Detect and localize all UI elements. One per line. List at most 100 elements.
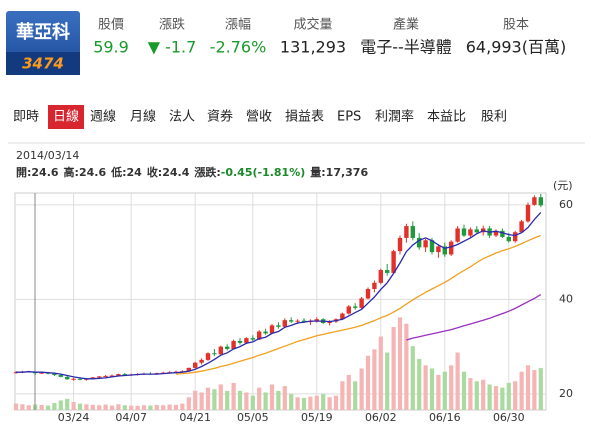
tab[interactable]: 資券	[207, 109, 233, 125]
stat-label: 漲幅	[225, 18, 251, 33]
stat-value: 64,993(百萬)	[466, 38, 566, 57]
candle-body	[436, 246, 441, 253]
unit-label: (元)	[553, 179, 573, 192]
x-tick-label: 06/30	[493, 411, 525, 424]
volume-bar	[353, 381, 358, 410]
candle-body	[276, 325, 281, 327]
volume-bar	[308, 396, 313, 410]
x-tick-label: 05/19	[301, 411, 333, 424]
stock-code: 3474	[22, 55, 64, 73]
volume-bar	[45, 405, 51, 410]
volume-bar	[417, 358, 422, 410]
volume-bar	[423, 365, 428, 410]
stat-label: 股價	[98, 18, 124, 33]
info-value: 24.4	[162, 166, 189, 179]
volume-bar	[289, 394, 294, 410]
volume-bar	[333, 395, 339, 410]
volume-bar	[90, 404, 95, 410]
volume-bar	[129, 405, 134, 410]
volume-bar	[167, 404, 172, 410]
tab[interactable]: EPS	[337, 110, 361, 125]
volume-bar	[532, 370, 537, 410]
volume-bar	[97, 405, 102, 410]
stock-name: 華亞科	[16, 21, 70, 43]
volume-bar	[321, 394, 326, 410]
volume-bar	[372, 349, 377, 410]
candle-body	[493, 230, 499, 236]
candle-body	[538, 197, 543, 206]
volume-bar	[161, 405, 166, 410]
volume-bar	[218, 384, 223, 410]
candle-body	[327, 321, 332, 324]
candle-body	[39, 372, 44, 374]
candle-body	[378, 270, 383, 283]
moving-average-line	[16, 211, 542, 380]
x-tick-label: 06/16	[429, 411, 461, 424]
candle-body	[468, 229, 473, 236]
tab[interactable]: 損益表	[285, 110, 324, 125]
volume-bar	[487, 384, 492, 410]
volume-bar	[237, 390, 243, 410]
volume-bar	[500, 387, 505, 410]
volume-bar	[103, 404, 108, 410]
volume-bar	[404, 323, 409, 410]
y-tick-label: 60	[559, 198, 573, 211]
volume-bar	[474, 381, 479, 410]
tab[interactable]: 股利	[481, 110, 507, 125]
candle-body	[417, 237, 422, 248]
volume-bar	[513, 381, 518, 410]
volume-bar	[397, 317, 403, 410]
candle-body	[237, 340, 243, 343]
volume-bar	[231, 382, 236, 410]
candle-body	[65, 376, 70, 380]
volume-bar	[148, 405, 153, 410]
volume-bar	[199, 392, 204, 410]
volume-bar	[327, 397, 332, 410]
x-tick-label: 03/24	[58, 411, 90, 424]
volume-bar	[391, 326, 396, 410]
volume-bar	[20, 404, 25, 410]
info-value: 17,376	[326, 166, 369, 179]
volume-bar	[436, 374, 441, 410]
tab[interactable]: 即時	[13, 110, 39, 125]
info-label: 漲跌:	[194, 165, 220, 179]
candle-body	[282, 320, 287, 327]
candle-body	[77, 378, 83, 380]
candle-body	[353, 306, 358, 308]
x-tick-label: 04/21	[179, 411, 211, 424]
volume-bar	[244, 392, 249, 410]
candle-body	[186, 367, 191, 372]
candle-body	[346, 306, 351, 314]
info-label: 開:	[16, 166, 31, 179]
volume-bar	[26, 405, 31, 410]
volume-bar	[65, 398, 70, 410]
volume-bar	[346, 374, 351, 410]
volume-bar	[186, 397, 191, 410]
candle-body	[90, 377, 95, 379]
tab[interactable]: 月線	[130, 109, 156, 125]
tab[interactable]: 本益比	[427, 110, 466, 125]
candle-body	[250, 338, 255, 340]
tab[interactable]: 週線	[90, 109, 116, 125]
volume-bar	[269, 384, 275, 410]
volume-bar	[506, 382, 511, 410]
volume-bar	[77, 403, 83, 410]
tab[interactable]: 營收	[246, 110, 272, 125]
volume-bar	[276, 390, 281, 410]
volume-bar	[250, 395, 255, 410]
candle-body	[449, 241, 454, 255]
volume-bar	[154, 404, 159, 410]
volume-bar	[180, 403, 185, 410]
tab[interactable]: 法人	[169, 110, 195, 125]
tab[interactable]: 日線	[53, 109, 79, 125]
info-value: -0.45(-1.81%)	[221, 166, 306, 179]
candle-body	[513, 232, 518, 242]
stats: 股價 59.9 漲跌 ▼ -1.7 漲幅 -2.76% 成交量 131,293 產業電子--半導…	[93, 17, 566, 57]
volume-bar	[263, 392, 268, 410]
y-tick-label: 20	[559, 387, 573, 400]
moving-average-line	[175, 234, 542, 375]
candle-body	[410, 226, 415, 238]
volume-bar	[52, 402, 57, 410]
volume-bar	[39, 404, 44, 410]
tab[interactable]: 利潤率	[375, 109, 414, 125]
